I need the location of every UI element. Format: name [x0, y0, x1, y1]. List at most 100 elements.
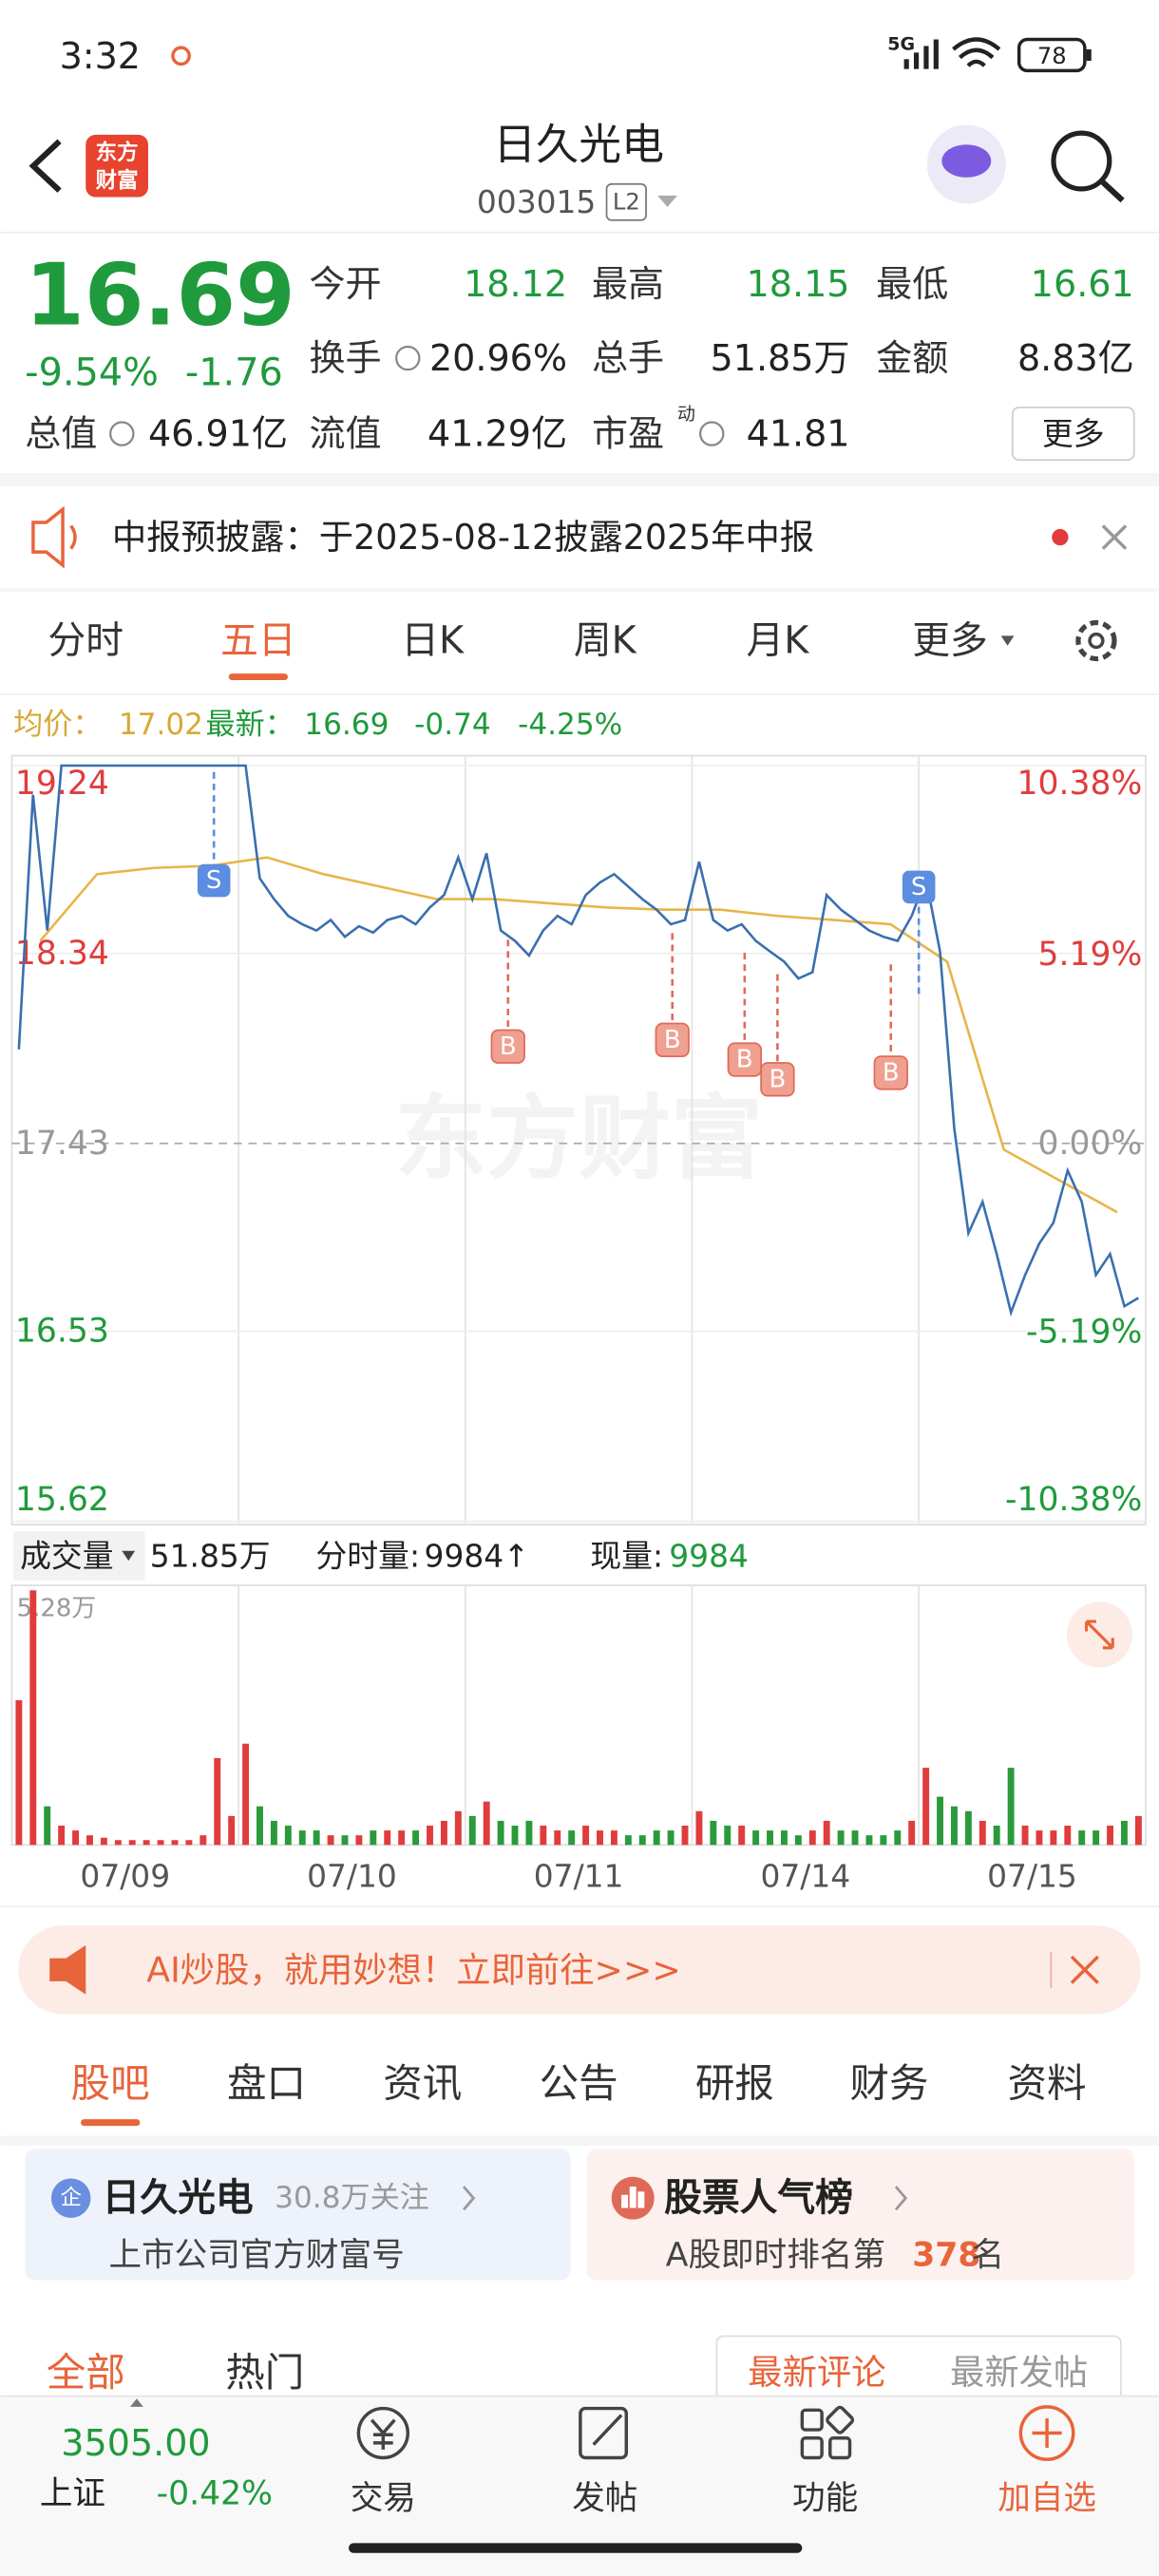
- change-pct: -9.54%: [25, 351, 159, 395]
- notice-text[interactable]: 中报预披露：于2025-08-12披露2025年中报: [112, 517, 814, 558]
- volume-bar: [100, 1837, 107, 1846]
- volume-selector[interactable]: [13, 1530, 145, 1581]
- y2-tick-label: -10.38%: [1005, 1481, 1142, 1519]
- field-label: 最高: [592, 263, 664, 305]
- volume-bar: [270, 1820, 277, 1846]
- volume-bar: [964, 1810, 972, 1846]
- close-banner[interactable]: [1070, 1955, 1099, 1984]
- rank-prefix: A股即时排名第: [666, 2237, 885, 2275]
- speaker-icon: [31, 505, 77, 569]
- section-tab[interactable]: 资料: [1008, 2060, 1087, 2107]
- volume-bar: [978, 1820, 986, 1846]
- volume-bar: [228, 1815, 236, 1846]
- volume-bar: [597, 1830, 603, 1846]
- ai-banner[interactable]: [18, 1925, 1141, 2015]
- volume-bar: [1121, 1820, 1128, 1846]
- volume-bar: [1092, 1830, 1100, 1846]
- volume-bar: [483, 1801, 490, 1846]
- filter-tab-active[interactable]: 全部: [47, 2349, 125, 2396]
- buy-label: B: [736, 1046, 753, 1074]
- buy-label: B: [770, 1065, 787, 1093]
- add-icon-plus: [1032, 2417, 1062, 2449]
- volume-bar: [808, 1830, 816, 1846]
- volume-bar: [950, 1806, 958, 1846]
- nav-label[interactable]: 交易: [351, 2480, 416, 2518]
- field-value: 41.81: [747, 413, 850, 455]
- volume-bar: [908, 1820, 916, 1846]
- period-volume: 9984: [425, 1537, 504, 1574]
- sell-badge: [902, 870, 936, 904]
- section-tab[interactable]: 资讯: [383, 2060, 462, 2107]
- tab-active[interactable]: 五日: [220, 619, 296, 663]
- buy-badge: [490, 1029, 525, 1064]
- volume-bar: [242, 1743, 250, 1846]
- banner-divider: [1050, 1951, 1053, 1988]
- volume-bar: [540, 1826, 547, 1846]
- home-indicator: [348, 2543, 803, 2553]
- close-notice[interactable]: [1101, 524, 1128, 550]
- add-icon: [1018, 2405, 1075, 2461]
- field-value: 18.12: [464, 263, 567, 305]
- back-button[interactable]: [28, 139, 62, 193]
- price: 16.69: [25, 246, 294, 345]
- buy-label: B: [883, 1058, 900, 1087]
- section-tab[interactable]: 财务: [850, 2060, 929, 2107]
- avatar-face: [941, 144, 992, 178]
- field-value: 20.96%: [429, 337, 567, 379]
- volume-bar: [937, 1796, 943, 1846]
- nav-label[interactable]: 发帖: [572, 2480, 637, 2518]
- date-axis: 07/09 07/10 07/11 07/14 07/15: [80, 1858, 1076, 1895]
- section-tab-active[interactable]: 股吧: [71, 2060, 150, 2107]
- post-icon: [579, 2406, 629, 2460]
- volume-bar: [667, 1830, 674, 1846]
- chevron: [463, 2186, 476, 2211]
- volume-bar: [837, 1830, 845, 1846]
- volume-bar: [1107, 1826, 1114, 1846]
- ranking-card[interactable]: [586, 2149, 1134, 2281]
- field-sup: 动: [677, 404, 695, 425]
- sell-label: S: [206, 866, 221, 895]
- section-tab[interactable]: 公告: [540, 2060, 618, 2107]
- volume-bar: [29, 1590, 37, 1846]
- index-value[interactable]: 3505.00: [61, 2422, 210, 2464]
- volume-chart: 5.28万: [15, 1585, 1142, 1846]
- filter-tab[interactable]: 热门: [225, 2349, 304, 2396]
- chevron: [894, 2186, 908, 2211]
- buy-label: B: [500, 1032, 517, 1061]
- volume-bar: [525, 1820, 533, 1846]
- trade-icon: [356, 2406, 409, 2460]
- tab[interactable]: 周K: [574, 619, 637, 663]
- tab[interactable]: 日K: [401, 619, 465, 663]
- nav-label[interactable]: 加自选: [998, 2480, 1096, 2518]
- volume-bar: [653, 1830, 660, 1846]
- nav-label[interactable]: 功能: [792, 2480, 858, 2518]
- volume-bar: [922, 1768, 930, 1846]
- tab[interactable]: 分时: [48, 619, 124, 663]
- tab[interactable]: 更多: [912, 619, 988, 663]
- chart-frame: [10, 754, 1147, 1525]
- period-label: 分时量:: [315, 1537, 420, 1574]
- sort-option[interactable]: 最新发帖: [950, 2352, 1088, 2393]
- banner-text: AI炒股，就用妙想！立即前往>>>: [146, 1949, 681, 1990]
- band: [0, 588, 1159, 592]
- field-value: 51.85万: [711, 337, 850, 379]
- section-tab[interactable]: 盘口: [227, 2060, 306, 2107]
- tab[interactable]: 月K: [746, 619, 809, 663]
- search-button[interactable]: [1051, 130, 1112, 192]
- section-tab[interactable]: 研报: [695, 2060, 774, 2107]
- volume-bar: [86, 1835, 93, 1846]
- volume-bar: [767, 1830, 773, 1846]
- watermark: 东方财富: [394, 1085, 762, 1192]
- ranking-icon-bars: [621, 2187, 645, 2208]
- settings-button[interactable]: [1075, 619, 1117, 662]
- index-name: 上证: [40, 2475, 105, 2513]
- latest-change: -0.74: [414, 708, 491, 742]
- status-icon: [171, 46, 191, 66]
- field-label: 今开: [309, 263, 381, 305]
- search-handle: [1099, 179, 1125, 203]
- company-card[interactable]: [25, 2149, 571, 2281]
- sort-option-active[interactable]: 最新评论: [748, 2352, 885, 2393]
- volume-bar: [454, 1810, 462, 1846]
- volume-bar: [568, 1830, 576, 1846]
- more-button[interactable]: [1011, 407, 1135, 462]
